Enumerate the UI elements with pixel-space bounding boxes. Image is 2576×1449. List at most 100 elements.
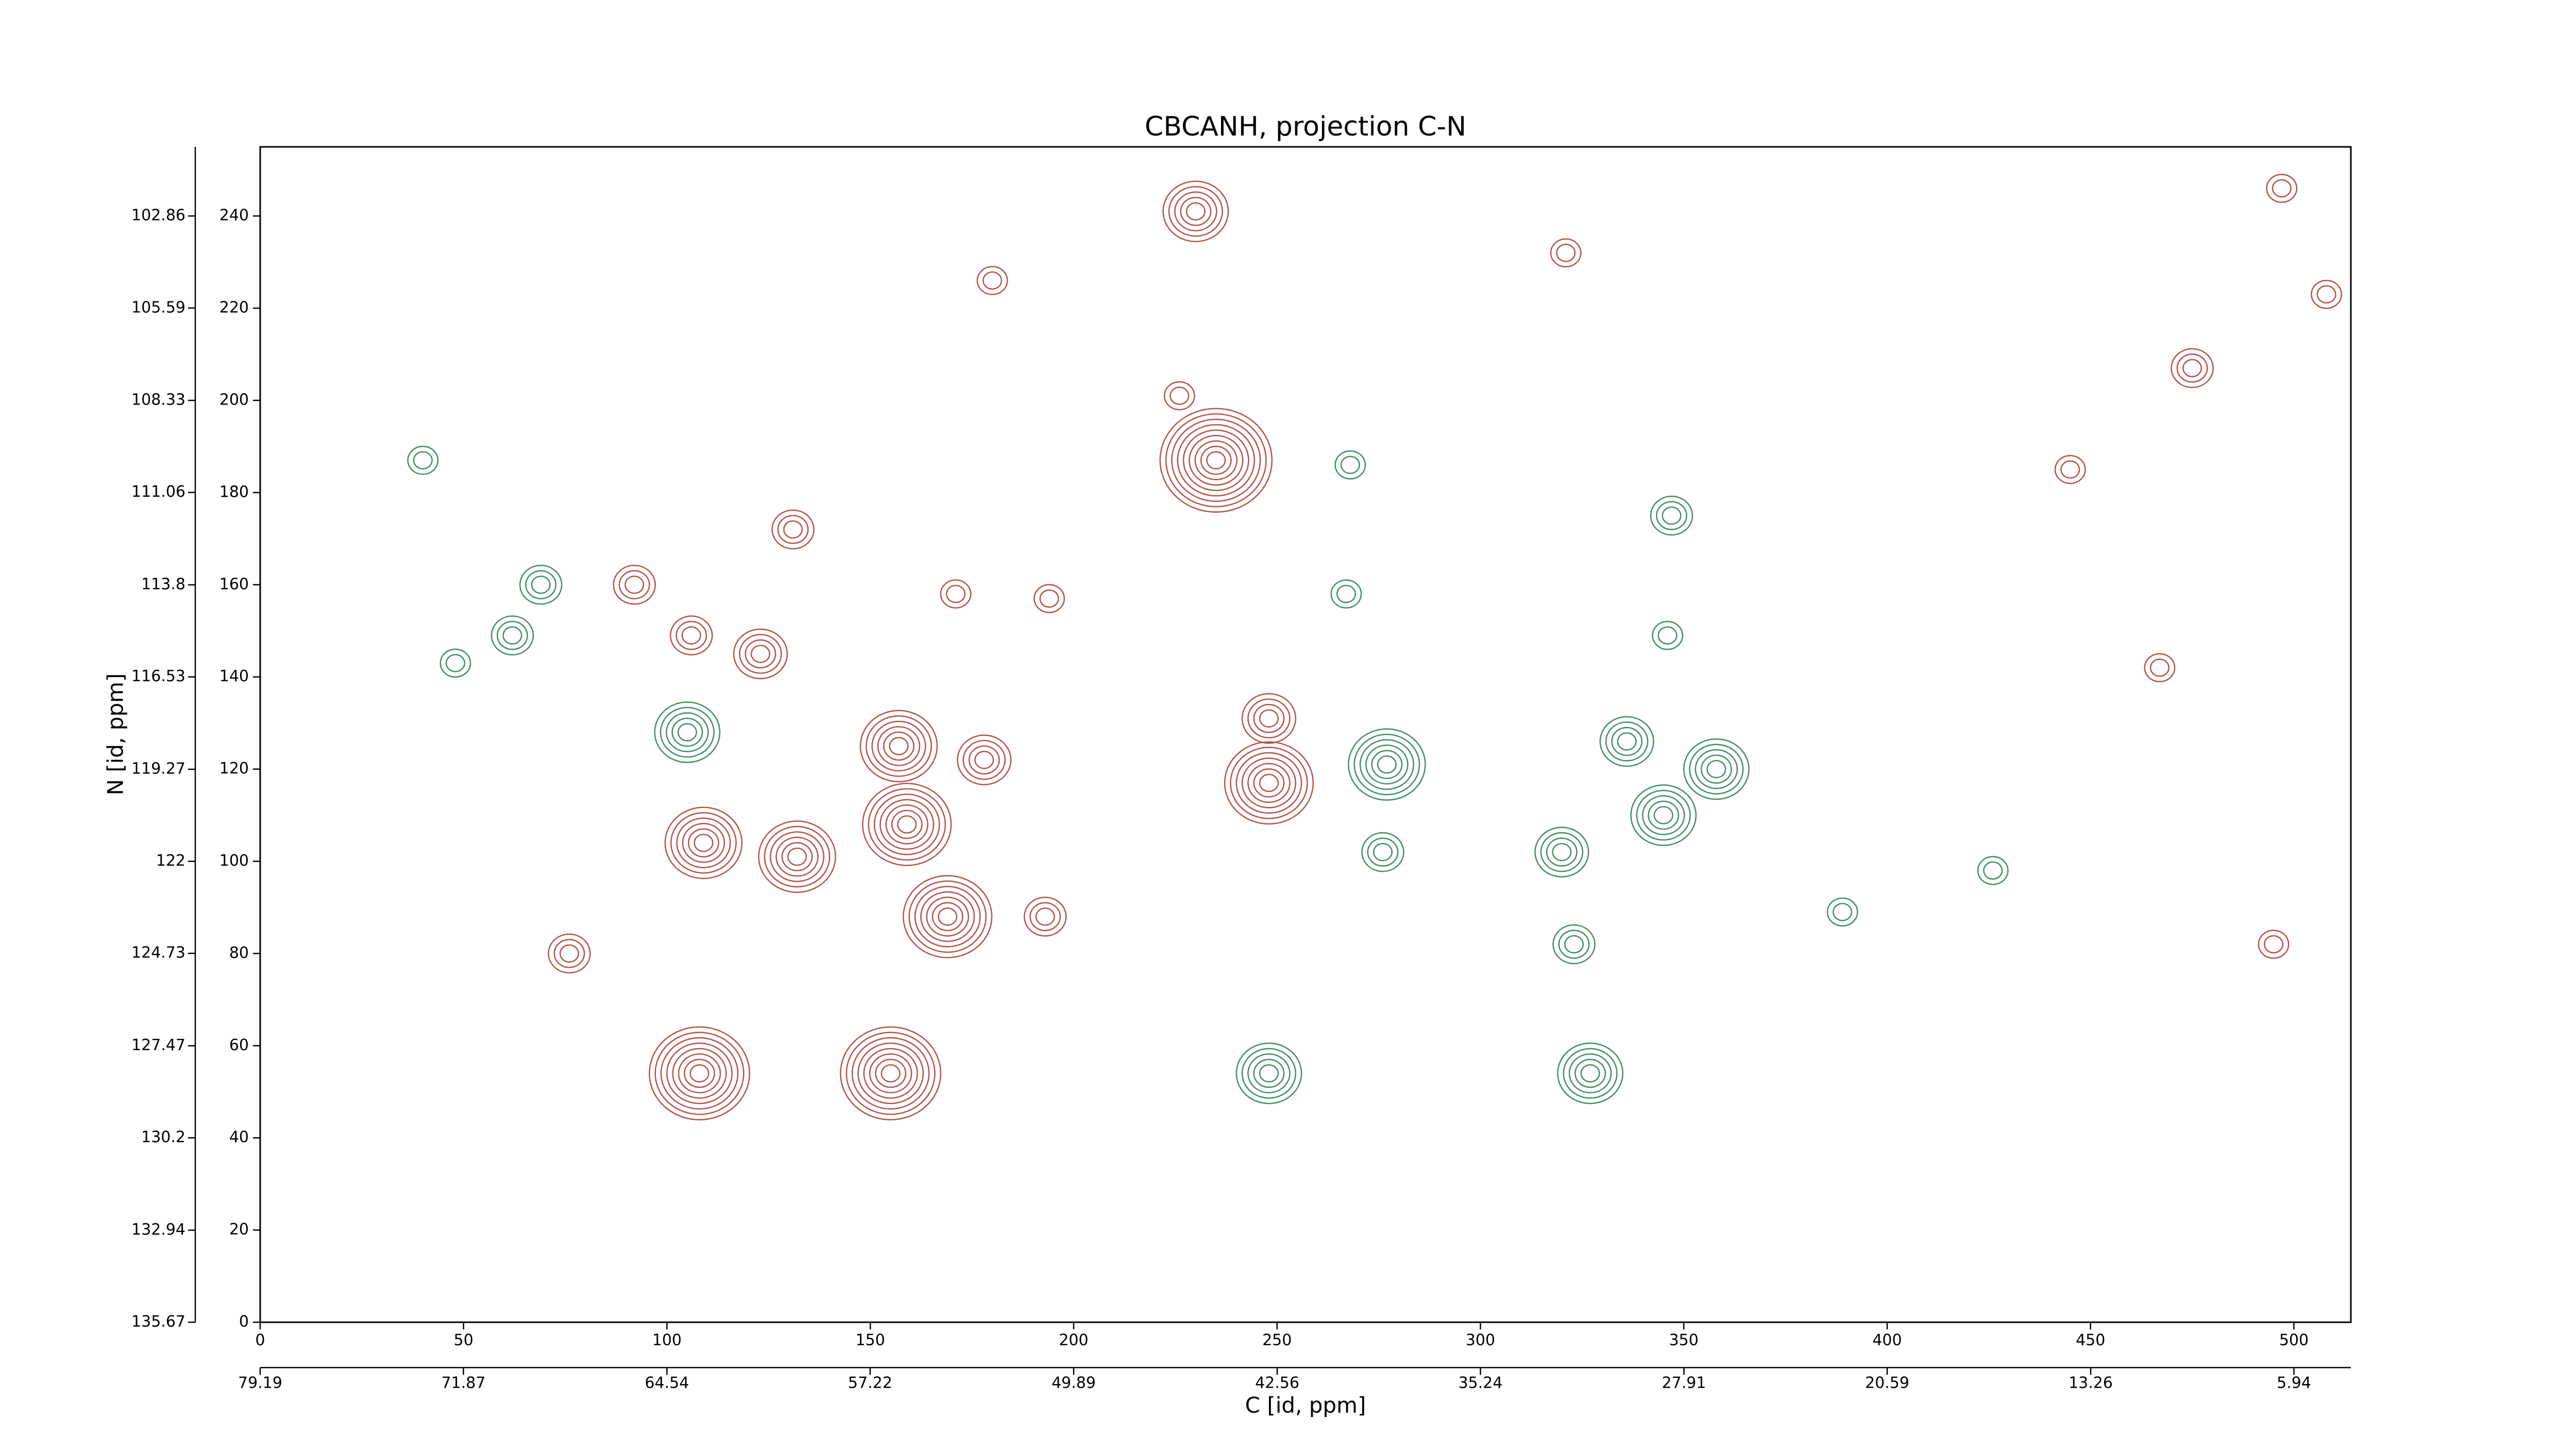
contour-level (866, 715, 932, 777)
contour-level (1977, 856, 2009, 885)
contour-level (914, 886, 981, 948)
contour-level (1617, 732, 1637, 751)
contour-level (1253, 703, 1285, 733)
contour-level (1636, 789, 1691, 841)
contour-level (875, 1058, 907, 1088)
contour-level (903, 875, 993, 958)
y-tick-label: 160 (219, 575, 249, 593)
contour-level (1180, 196, 1212, 226)
y2-tick-label: 102.86 (131, 207, 185, 225)
contour-level (1552, 843, 1572, 862)
y2-tick-label: 108.33 (131, 391, 185, 409)
x2-tick-label: 57.22 (848, 1374, 892, 1392)
peak (2266, 174, 2298, 203)
contour-level (739, 634, 782, 674)
peak (2171, 348, 2214, 389)
contour-level (1657, 626, 1677, 645)
contour-level (1377, 755, 1397, 774)
contour-level (1259, 709, 1279, 728)
contour-level (1372, 843, 1393, 862)
peak (1348, 728, 1426, 801)
contour-level (857, 1042, 924, 1104)
contour-level (1023, 897, 1067, 937)
contour-level (659, 706, 715, 758)
contour-level (1833, 903, 1853, 921)
contour-level (1642, 795, 1685, 835)
contour-level (1241, 757, 1297, 808)
contour-level (1330, 579, 1362, 609)
contour-level (1534, 827, 1589, 878)
contour-level (1700, 754, 1732, 784)
contour-level (666, 712, 709, 752)
peak (1361, 832, 1404, 872)
contour-level (1348, 728, 1426, 801)
y-tick-label: 180 (219, 483, 249, 501)
peak (519, 565, 563, 605)
peak (771, 509, 815, 550)
contour-level (733, 628, 788, 680)
contour-level (525, 570, 557, 600)
contour-level (559, 944, 580, 963)
peak (1330, 579, 1362, 609)
contour-level (1247, 763, 1291, 803)
contour-level (957, 734, 1012, 785)
contour-level (1259, 773, 1279, 793)
contour-level (869, 1053, 912, 1093)
peak (957, 734, 1012, 785)
contour-level (1564, 935, 1584, 954)
contour-level (1194, 440, 1238, 481)
y2-tick-label: 127.47 (131, 1036, 185, 1054)
peak (1550, 238, 1582, 267)
contour-level (1653, 806, 1673, 824)
peak (1033, 584, 1065, 613)
contour-level (1574, 1058, 1606, 1088)
x2-tick-label: 79.19 (238, 1374, 282, 1392)
contour-level (968, 745, 1000, 774)
contour-level (744, 639, 776, 669)
x2-tick-label: 27.91 (1662, 1374, 1706, 1392)
contour-level (654, 1032, 744, 1115)
peak (2054, 454, 2086, 484)
y-tick-label: 20 (229, 1221, 249, 1239)
y2-tick-label: 124.73 (131, 944, 185, 962)
contour-level (1241, 693, 1297, 744)
peak (2258, 930, 2290, 959)
contour-level (1630, 784, 1697, 846)
x-axis-label: C [id, ppm] (1245, 1393, 1366, 1418)
contour-level (880, 1064, 901, 1083)
peak (548, 933, 591, 974)
contour-level (624, 576, 645, 594)
contour-level (1039, 589, 1059, 608)
contour-level (863, 1048, 918, 1099)
contour-level (1224, 741, 1314, 825)
contour-level (1605, 721, 1649, 762)
peak (1334, 450, 1366, 480)
peak (1159, 408, 1273, 513)
y2-tick-label: 111.06 (131, 483, 185, 501)
contour-level (1189, 435, 1244, 486)
contour-level (664, 806, 743, 879)
contour-level (787, 847, 807, 866)
contour-level (1029, 902, 1061, 932)
y-tick-label: 200 (219, 391, 249, 409)
contour-level (1247, 1053, 1291, 1093)
peak (1224, 741, 1314, 825)
peak (1826, 897, 1858, 927)
contour-level (1706, 760, 1726, 779)
contour-level (676, 817, 731, 868)
contour-level (677, 1053, 721, 1093)
contour-level (666, 1042, 733, 1104)
contour-level (1371, 750, 1403, 779)
contour-level (1235, 1042, 1302, 1104)
y2-tick-label: 130.2 (141, 1128, 185, 1147)
contour-level (675, 620, 707, 650)
x-tick-label: 150 (856, 1332, 885, 1350)
peak (613, 565, 656, 605)
contour-level (1253, 1058, 1285, 1088)
contour-level (684, 1058, 716, 1088)
plot-area (407, 174, 2343, 1121)
contour-level (649, 1026, 751, 1121)
contour-level (1334, 450, 1366, 480)
y2-tick-label: 132.94 (131, 1221, 185, 1239)
contour-level (2144, 653, 2176, 683)
